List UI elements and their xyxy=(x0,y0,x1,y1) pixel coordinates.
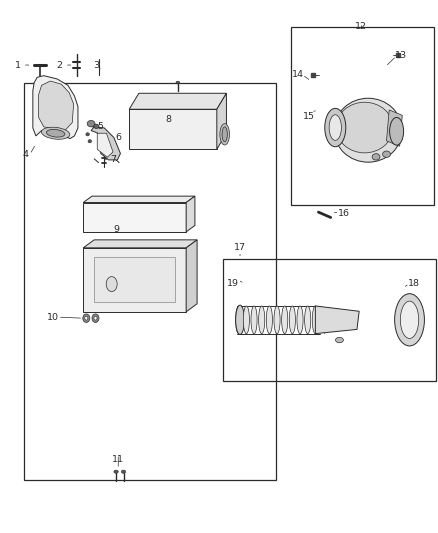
Ellipse shape xyxy=(106,277,117,292)
Polygon shape xyxy=(33,76,78,139)
Ellipse shape xyxy=(334,98,402,162)
Ellipse shape xyxy=(42,127,70,139)
Polygon shape xyxy=(83,203,186,232)
Ellipse shape xyxy=(305,306,311,334)
Polygon shape xyxy=(186,196,195,232)
Text: 14: 14 xyxy=(292,70,304,79)
Polygon shape xyxy=(387,110,402,146)
Ellipse shape xyxy=(121,470,126,473)
Polygon shape xyxy=(83,196,195,203)
Ellipse shape xyxy=(222,127,227,142)
Ellipse shape xyxy=(220,124,230,145)
Bar xyxy=(223,259,436,381)
Text: 19: 19 xyxy=(227,279,239,288)
Text: 13: 13 xyxy=(395,52,407,60)
Ellipse shape xyxy=(390,117,403,145)
Ellipse shape xyxy=(329,115,342,140)
Text: 6: 6 xyxy=(115,133,121,142)
Ellipse shape xyxy=(85,317,88,320)
Text: 7: 7 xyxy=(110,156,116,164)
Ellipse shape xyxy=(251,306,257,334)
Ellipse shape xyxy=(383,151,391,157)
Polygon shape xyxy=(83,248,186,312)
Text: 8: 8 xyxy=(166,116,172,124)
Ellipse shape xyxy=(87,120,95,127)
Polygon shape xyxy=(129,93,226,109)
Ellipse shape xyxy=(88,140,92,143)
Text: 12: 12 xyxy=(355,22,367,31)
Polygon shape xyxy=(91,127,120,160)
Bar xyxy=(24,83,276,480)
Text: 1: 1 xyxy=(14,61,21,69)
Ellipse shape xyxy=(46,130,65,137)
Ellipse shape xyxy=(266,306,272,334)
Ellipse shape xyxy=(92,314,99,322)
Text: 15: 15 xyxy=(303,112,315,120)
Ellipse shape xyxy=(290,306,295,334)
Text: 9: 9 xyxy=(113,225,119,233)
Ellipse shape xyxy=(297,306,303,334)
Text: 10: 10 xyxy=(46,313,59,321)
Text: 11: 11 xyxy=(112,455,124,464)
Text: 4: 4 xyxy=(22,150,28,159)
Text: 3: 3 xyxy=(93,61,99,69)
Ellipse shape xyxy=(282,306,288,334)
Ellipse shape xyxy=(325,108,346,147)
Text: 5: 5 xyxy=(98,123,104,131)
Ellipse shape xyxy=(274,306,280,334)
Ellipse shape xyxy=(244,306,250,334)
Ellipse shape xyxy=(400,301,419,338)
Ellipse shape xyxy=(395,294,424,346)
Text: 18: 18 xyxy=(408,279,420,288)
Text: 2: 2 xyxy=(56,61,62,69)
Ellipse shape xyxy=(259,306,265,334)
Bar xyxy=(94,257,175,302)
Ellipse shape xyxy=(83,314,90,322)
Ellipse shape xyxy=(114,470,118,473)
Polygon shape xyxy=(315,306,359,334)
Text: 16: 16 xyxy=(338,209,350,217)
Ellipse shape xyxy=(86,133,89,136)
Text: 17: 17 xyxy=(234,244,246,252)
Polygon shape xyxy=(217,93,226,149)
Ellipse shape xyxy=(176,82,180,84)
Ellipse shape xyxy=(336,337,343,343)
Ellipse shape xyxy=(336,102,393,153)
Ellipse shape xyxy=(94,317,97,320)
Ellipse shape xyxy=(372,154,380,160)
Polygon shape xyxy=(186,240,197,312)
Polygon shape xyxy=(83,240,197,248)
Polygon shape xyxy=(129,109,217,149)
Ellipse shape xyxy=(312,306,318,334)
Polygon shape xyxy=(97,133,113,157)
Ellipse shape xyxy=(236,306,242,334)
Ellipse shape xyxy=(94,124,99,128)
Polygon shape xyxy=(39,81,74,131)
Ellipse shape xyxy=(236,305,244,335)
Bar xyxy=(291,27,434,205)
